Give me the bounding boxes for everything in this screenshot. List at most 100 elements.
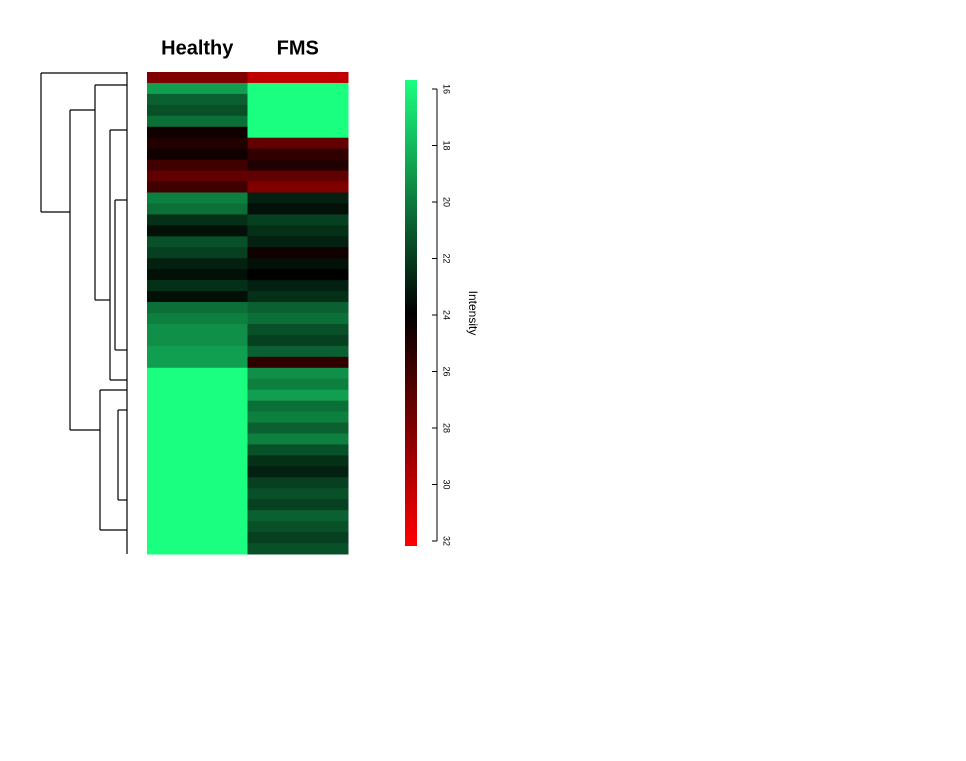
heatmap-cell — [147, 444, 248, 456]
heatmap-cell — [247, 378, 349, 391]
heatmap-cell — [247, 82, 349, 95]
heatmap-cell — [147, 148, 248, 161]
heatmap-cell — [247, 411, 349, 424]
heatmap-cell — [147, 302, 248, 314]
heatmap-cell — [247, 203, 349, 215]
heatmap-cell — [247, 214, 349, 226]
colorbar-tick-label: 20 — [442, 197, 452, 207]
heatmap-cell — [147, 488, 248, 500]
heatmap-cell — [147, 477, 248, 489]
heatmap-cell — [247, 93, 349, 106]
dendrogram — [40, 72, 128, 554]
heatmap-cell — [147, 104, 248, 117]
colorbar-tick-label: 28 — [442, 423, 452, 433]
heatmap-cell — [147, 159, 248, 172]
heatmap-cell — [247, 280, 349, 292]
heatmap-cell — [147, 532, 248, 544]
heatmap-cell — [247, 422, 349, 434]
heatmap-cell — [247, 247, 349, 259]
heatmap-cell — [247, 148, 349, 161]
heatmap-cell — [147, 422, 248, 434]
heatmap-cell — [147, 192, 248, 204]
heatmap-cell — [247, 137, 349, 150]
heatmap-cell — [147, 400, 248, 413]
heatmap-cell — [247, 455, 349, 467]
heatmap-cell — [147, 378, 248, 391]
colorbar — [405, 80, 417, 546]
heatmap-cell — [247, 488, 349, 500]
column-label: Healthy — [161, 37, 234, 59]
heatmap-cell — [147, 247, 248, 259]
heatmap-cell — [247, 510, 349, 522]
heatmap-cell — [147, 280, 248, 292]
heatmap-cell — [247, 269, 349, 281]
heatmap-cell — [147, 433, 248, 445]
colorbar-tick-label: 32 — [442, 536, 452, 546]
heatmap-cell — [147, 345, 248, 358]
heatmap-cell — [247, 225, 349, 237]
heatmap-cell — [147, 72, 248, 84]
heatmap-cell — [247, 466, 349, 478]
heatmap-cell — [247, 499, 349, 511]
heatmap-cell — [247, 345, 349, 358]
heatmap-cell — [147, 203, 248, 215]
heatmap-cell — [247, 389, 349, 402]
heatmap-cell — [147, 82, 248, 95]
heatmap-cell — [247, 291, 349, 303]
heatmap-cell — [247, 543, 349, 555]
heatmap-cell — [247, 313, 349, 325]
heatmap-cell — [247, 433, 349, 445]
heatmap-cell — [147, 334, 248, 347]
colorbar-tick-label: 30 — [442, 479, 452, 489]
heatmap-cell — [147, 214, 248, 226]
heatmap-cell — [247, 400, 349, 413]
heatmap-cell — [147, 323, 248, 336]
heatmap-cell — [147, 356, 248, 369]
heatmap-cell — [147, 170, 248, 183]
colorbar-tick-label: 24 — [442, 310, 452, 320]
heatmap-cell — [147, 236, 248, 248]
heatmap-cell — [147, 466, 248, 478]
heatmap-cell — [147, 455, 248, 467]
heatmap-cell — [147, 291, 248, 303]
heatmap-cell — [147, 313, 248, 325]
heatmap-cell — [247, 72, 349, 84]
heatmap-cell — [147, 181, 248, 193]
heatmap-cell — [247, 126, 349, 139]
heatmap-cell — [247, 181, 349, 193]
colorbar-tick-label: 16 — [442, 84, 452, 94]
heatmap-cell — [147, 225, 248, 237]
heatmap-cell — [247, 477, 349, 489]
heatmap-cell — [247, 236, 349, 248]
heatmap-cell — [147, 543, 248, 555]
heatmap-cell — [247, 170, 349, 183]
heatmap-cell — [247, 159, 349, 172]
heatmap-cell — [147, 499, 248, 511]
colorbar-tick-label: 26 — [442, 366, 452, 376]
heatmap-cell — [147, 269, 248, 281]
heatmap-cell — [147, 510, 248, 522]
heatmap-cell — [247, 115, 349, 128]
heatmap-cell — [147, 521, 248, 533]
heatmap-cell — [247, 192, 349, 204]
heatmap-cell — [147, 115, 248, 128]
column-label: FMS — [277, 37, 319, 59]
heatmap-cell — [247, 367, 349, 380]
heatmap-cell — [247, 356, 349, 369]
heatmap-cell — [147, 126, 248, 139]
heatmap-cell — [147, 411, 248, 424]
heatmap-cell — [247, 104, 349, 117]
heatmap-cell — [247, 521, 349, 533]
heatmap-cell — [147, 367, 248, 380]
heatmap-cell — [247, 334, 349, 347]
heatmap-cell — [247, 323, 349, 336]
heatmap-cell — [247, 302, 349, 314]
heatmap-cell — [247, 444, 349, 456]
colorbar-label: Intensity — [466, 291, 480, 336]
heatmap-cell — [247, 532, 349, 544]
colorbar-tick-label: 18 — [442, 140, 452, 150]
heatmap-cell — [147, 137, 248, 150]
heatmap-cell — [147, 93, 248, 106]
heatmap-cell — [147, 389, 248, 402]
